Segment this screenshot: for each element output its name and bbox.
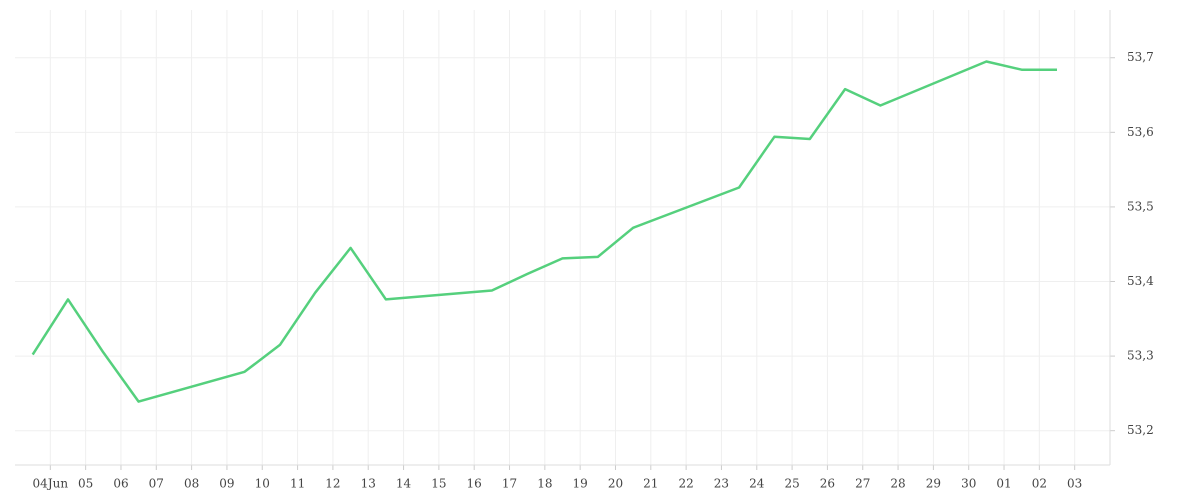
x-tick-label: 08: [184, 477, 199, 491]
y-tick-label: 53,2: [1127, 423, 1154, 437]
x-tick-label: 29: [926, 477, 941, 491]
y-tick-label: 53,3: [1127, 349, 1154, 363]
x-tick-label: 20: [608, 477, 623, 491]
x-tick-label: 11: [290, 477, 305, 491]
y-tick-label: 53,4: [1127, 274, 1154, 288]
x-tick-label: 03: [1067, 477, 1082, 491]
x-tick-label: 09: [219, 477, 234, 491]
x-tick-label: 02: [1032, 477, 1047, 491]
x-tick-label: 12: [325, 477, 340, 491]
x-tick-label: 30: [961, 477, 976, 491]
x-tick-label: 04Jun: [33, 477, 69, 491]
x-tick-label: 16: [467, 477, 482, 491]
x-tick-label: 18: [537, 477, 552, 491]
x-tick-label: 10: [255, 477, 270, 491]
x-tick-label: 01: [996, 477, 1011, 491]
data-line: [31, 60, 1057, 403]
x-tick-label: 06: [113, 477, 128, 491]
x-tick-label: 15: [431, 477, 446, 491]
x-tick-label: 05: [78, 477, 93, 491]
x-tick-label: 26: [820, 477, 835, 491]
x-tick-label: 25: [784, 477, 799, 491]
x-tick-label: 23: [714, 477, 729, 491]
x-tick-label: 28: [890, 477, 905, 491]
y-tick-label: 53,5: [1127, 199, 1154, 213]
x-tick-label: 17: [502, 477, 517, 491]
x-tick-label: 19: [573, 477, 588, 491]
y-tick-label: 53,6: [1127, 125, 1154, 139]
x-tick-label: 14: [396, 477, 412, 491]
x-tick-label: 07: [149, 477, 164, 491]
x-tick-label: 13: [361, 477, 376, 491]
y-tick-label: 53,7: [1127, 50, 1154, 64]
x-tick-label: 21: [643, 477, 658, 491]
x-tick-label: 27: [855, 477, 870, 491]
x-tick-label: 24: [749, 477, 765, 491]
x-tick-label: 22: [678, 477, 693, 491]
